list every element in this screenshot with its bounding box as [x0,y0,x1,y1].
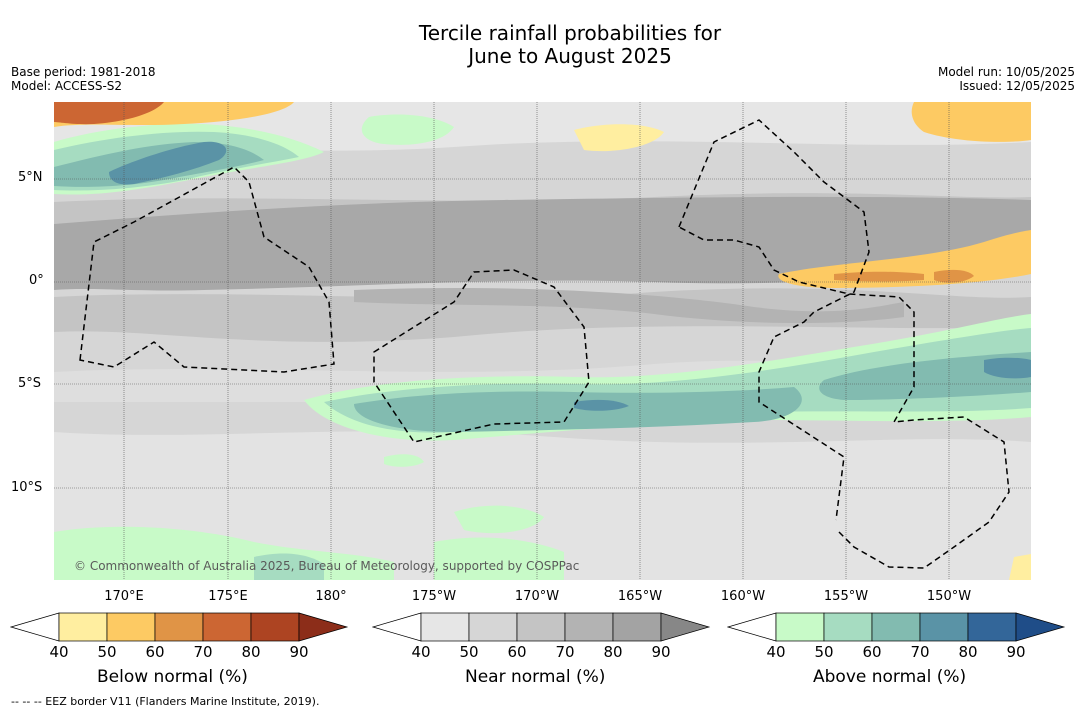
near-tick-40: 40 [411,643,431,661]
above-swatch-over [1015,612,1066,642]
below-tick-60: 60 [145,643,165,661]
above-swatch-under [727,612,777,642]
near-tick-70: 70 [555,643,575,661]
lon-label-180: 180° [315,589,347,604]
near-swatch-60-70 [516,612,566,642]
below-tick-90: 90 [289,643,309,661]
lon-label-170w: 170°W [514,589,560,604]
above-swatch-40-50 [775,612,825,642]
below-tick-80: 80 [241,643,261,661]
near-tick-50: 50 [459,643,479,661]
above-normal-label: Above normal (%) [813,667,967,687]
above-swatch-70-80 [919,612,969,642]
copyright-notice: © Commonwealth of Australia 2025, Bureau… [74,559,580,573]
base-period: Base period: 1981-2018 [11,65,156,79]
lon-label-160w: 160°W [720,589,766,604]
below-swatch-60-70 [154,612,204,642]
meta-left: Base period: 1981-2018 Model: ACCESS-S2 [11,65,156,93]
below-swatch-80-90 [250,612,300,642]
lat-label-0: 0° [29,273,44,288]
above-tick-90: 90 [1006,643,1026,661]
above-swatch-50-60 [823,612,873,642]
lon-label-150w: 150°W [926,589,972,604]
title-line-2: June to August 2025 [468,44,672,68]
below-tick-40: 40 [49,643,69,661]
colorbar-below-swatches [10,612,349,642]
lon-label-155w: 155°W [823,589,869,604]
below-swatch-over [298,612,349,642]
near-tick-80: 80 [603,643,623,661]
above-swatch-60-70 [871,612,921,642]
near-swatch-70-80 [564,612,614,642]
near-tick-90: 90 [651,643,671,661]
colorbar-near-swatches [372,612,711,642]
lon-label-175w: 175°W [411,589,457,604]
title-line-1: Tercile rainfall probabilities for [418,21,722,45]
lon-label-175e: 175°E [208,589,248,604]
above-swatch-80-90 [967,612,1017,642]
above-tick-50: 50 [814,643,834,661]
lat-label-5s: 5°S [18,376,42,391]
above-tick-80: 80 [958,643,978,661]
lat-label-5n: 5°N [18,170,43,185]
below-tick-50: 50 [97,643,117,661]
colorbar-above-swatches [727,612,1066,642]
map-canvas [54,102,1031,580]
below-normal-label: Below normal (%) [97,667,248,687]
lat-label-10s: 10°S [11,480,43,495]
near-swatch-under [372,612,422,642]
near-swatch-over [660,612,711,642]
below-swatch-70-80 [202,612,252,642]
below-swatch-40-50 [58,612,108,642]
below-swatch-50-60 [106,612,156,642]
colorbar-above-normal [727,612,1067,642]
probability-map: © Commonwealth of Australia 2025, Bureau… [54,102,1031,580]
meta-right: Model run: 10/05/2025 Issued: 12/05/2025 [938,65,1075,93]
near-swatch-40-50 [420,612,470,642]
lon-label-170e: 170°E [104,589,144,604]
colorbar-near-normal [372,612,712,642]
near-normal-label: Near normal (%) [465,667,606,687]
issued-date: Issued: 12/05/2025 [959,79,1075,93]
above-tick-40: 40 [766,643,786,661]
colorbar-below-normal [10,612,350,642]
near-swatch-50-60 [468,612,518,642]
lon-label-165w: 165°W [617,589,663,604]
near-swatch-80-90 [612,612,662,642]
below-swatch-under [10,612,60,642]
eez-footnote: -- -- -- EEZ border V11 (Flanders Marine… [11,695,320,708]
near-tick-60: 60 [507,643,527,661]
below-tick-70: 70 [193,643,213,661]
model-run: Model run: 10/05/2025 [937,65,1075,79]
model-name: Model: ACCESS-S2 [11,79,123,93]
map-title: Tercile rainfall probabilities for June … [0,22,1085,68]
above-tick-70: 70 [910,643,930,661]
above-tick-60: 60 [862,643,882,661]
